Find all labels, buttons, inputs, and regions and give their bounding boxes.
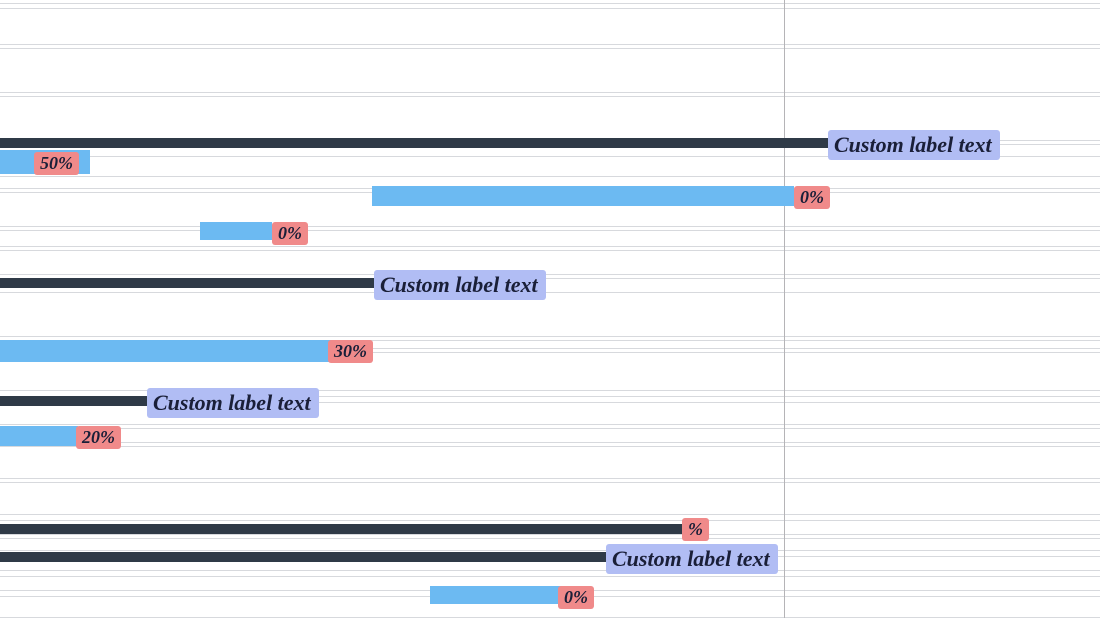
task-bar[interactable] [0, 340, 332, 362]
summary-bar[interactable] [0, 278, 378, 288]
gridline [0, 428, 1100, 429]
bar-text-label: Custom label text [147, 388, 319, 418]
bar-text-label: Custom label text [828, 130, 1000, 160]
gridline [0, 446, 1100, 447]
gridline [0, 570, 1100, 571]
bar-percent-label: 30% [328, 340, 373, 363]
task-bar[interactable] [200, 222, 272, 240]
gantt-chart-canvas: Custom label text Custom label text Custom… [0, 0, 1100, 618]
gridline [0, 424, 1100, 425]
gridline [0, 8, 1100, 9]
gridline [0, 538, 1100, 539]
gridline [0, 44, 1100, 45]
gridline [0, 48, 1100, 49]
task-bar[interactable] [430, 586, 562, 604]
gridline [0, 442, 1100, 443]
gridline [0, 520, 1100, 521]
gridline [0, 92, 1100, 93]
gridline [0, 534, 1100, 535]
bar-percent-label: 0% [794, 186, 830, 209]
gridline [0, 274, 1100, 275]
gridline [0, 226, 1100, 227]
gridline [0, 550, 1100, 551]
gridline [0, 176, 1100, 177]
task-bar[interactable] [372, 186, 794, 206]
summary-bar[interactable] [0, 138, 829, 148]
task-bar[interactable] [0, 426, 78, 446]
gridline [0, 576, 1100, 577]
summary-bar[interactable] [0, 524, 693, 534]
bar-percent-label: 0% [272, 222, 308, 245]
bar-percent-label: 0% [558, 586, 594, 609]
gridline [0, 478, 1100, 479]
bar-percent-label: 50% [34, 152, 79, 175]
bar-text-label: Custom label text [606, 544, 778, 574]
bar-text-label: Custom label text [374, 270, 546, 300]
gridline [0, 514, 1100, 515]
gridline [0, 96, 1100, 97]
bar-percent-label: % [682, 518, 709, 541]
gridline [0, 246, 1100, 247]
gridline [0, 3, 1100, 4]
gridline [0, 482, 1100, 483]
today-marker-line [784, 0, 785, 618]
gridline [0, 230, 1100, 231]
summary-bar[interactable] [0, 552, 611, 562]
gridline [0, 250, 1100, 251]
gridline [0, 292, 1100, 293]
gridline [0, 336, 1100, 337]
bar-percent-label: 20% [76, 426, 121, 449]
summary-bar[interactable] [0, 396, 150, 406]
